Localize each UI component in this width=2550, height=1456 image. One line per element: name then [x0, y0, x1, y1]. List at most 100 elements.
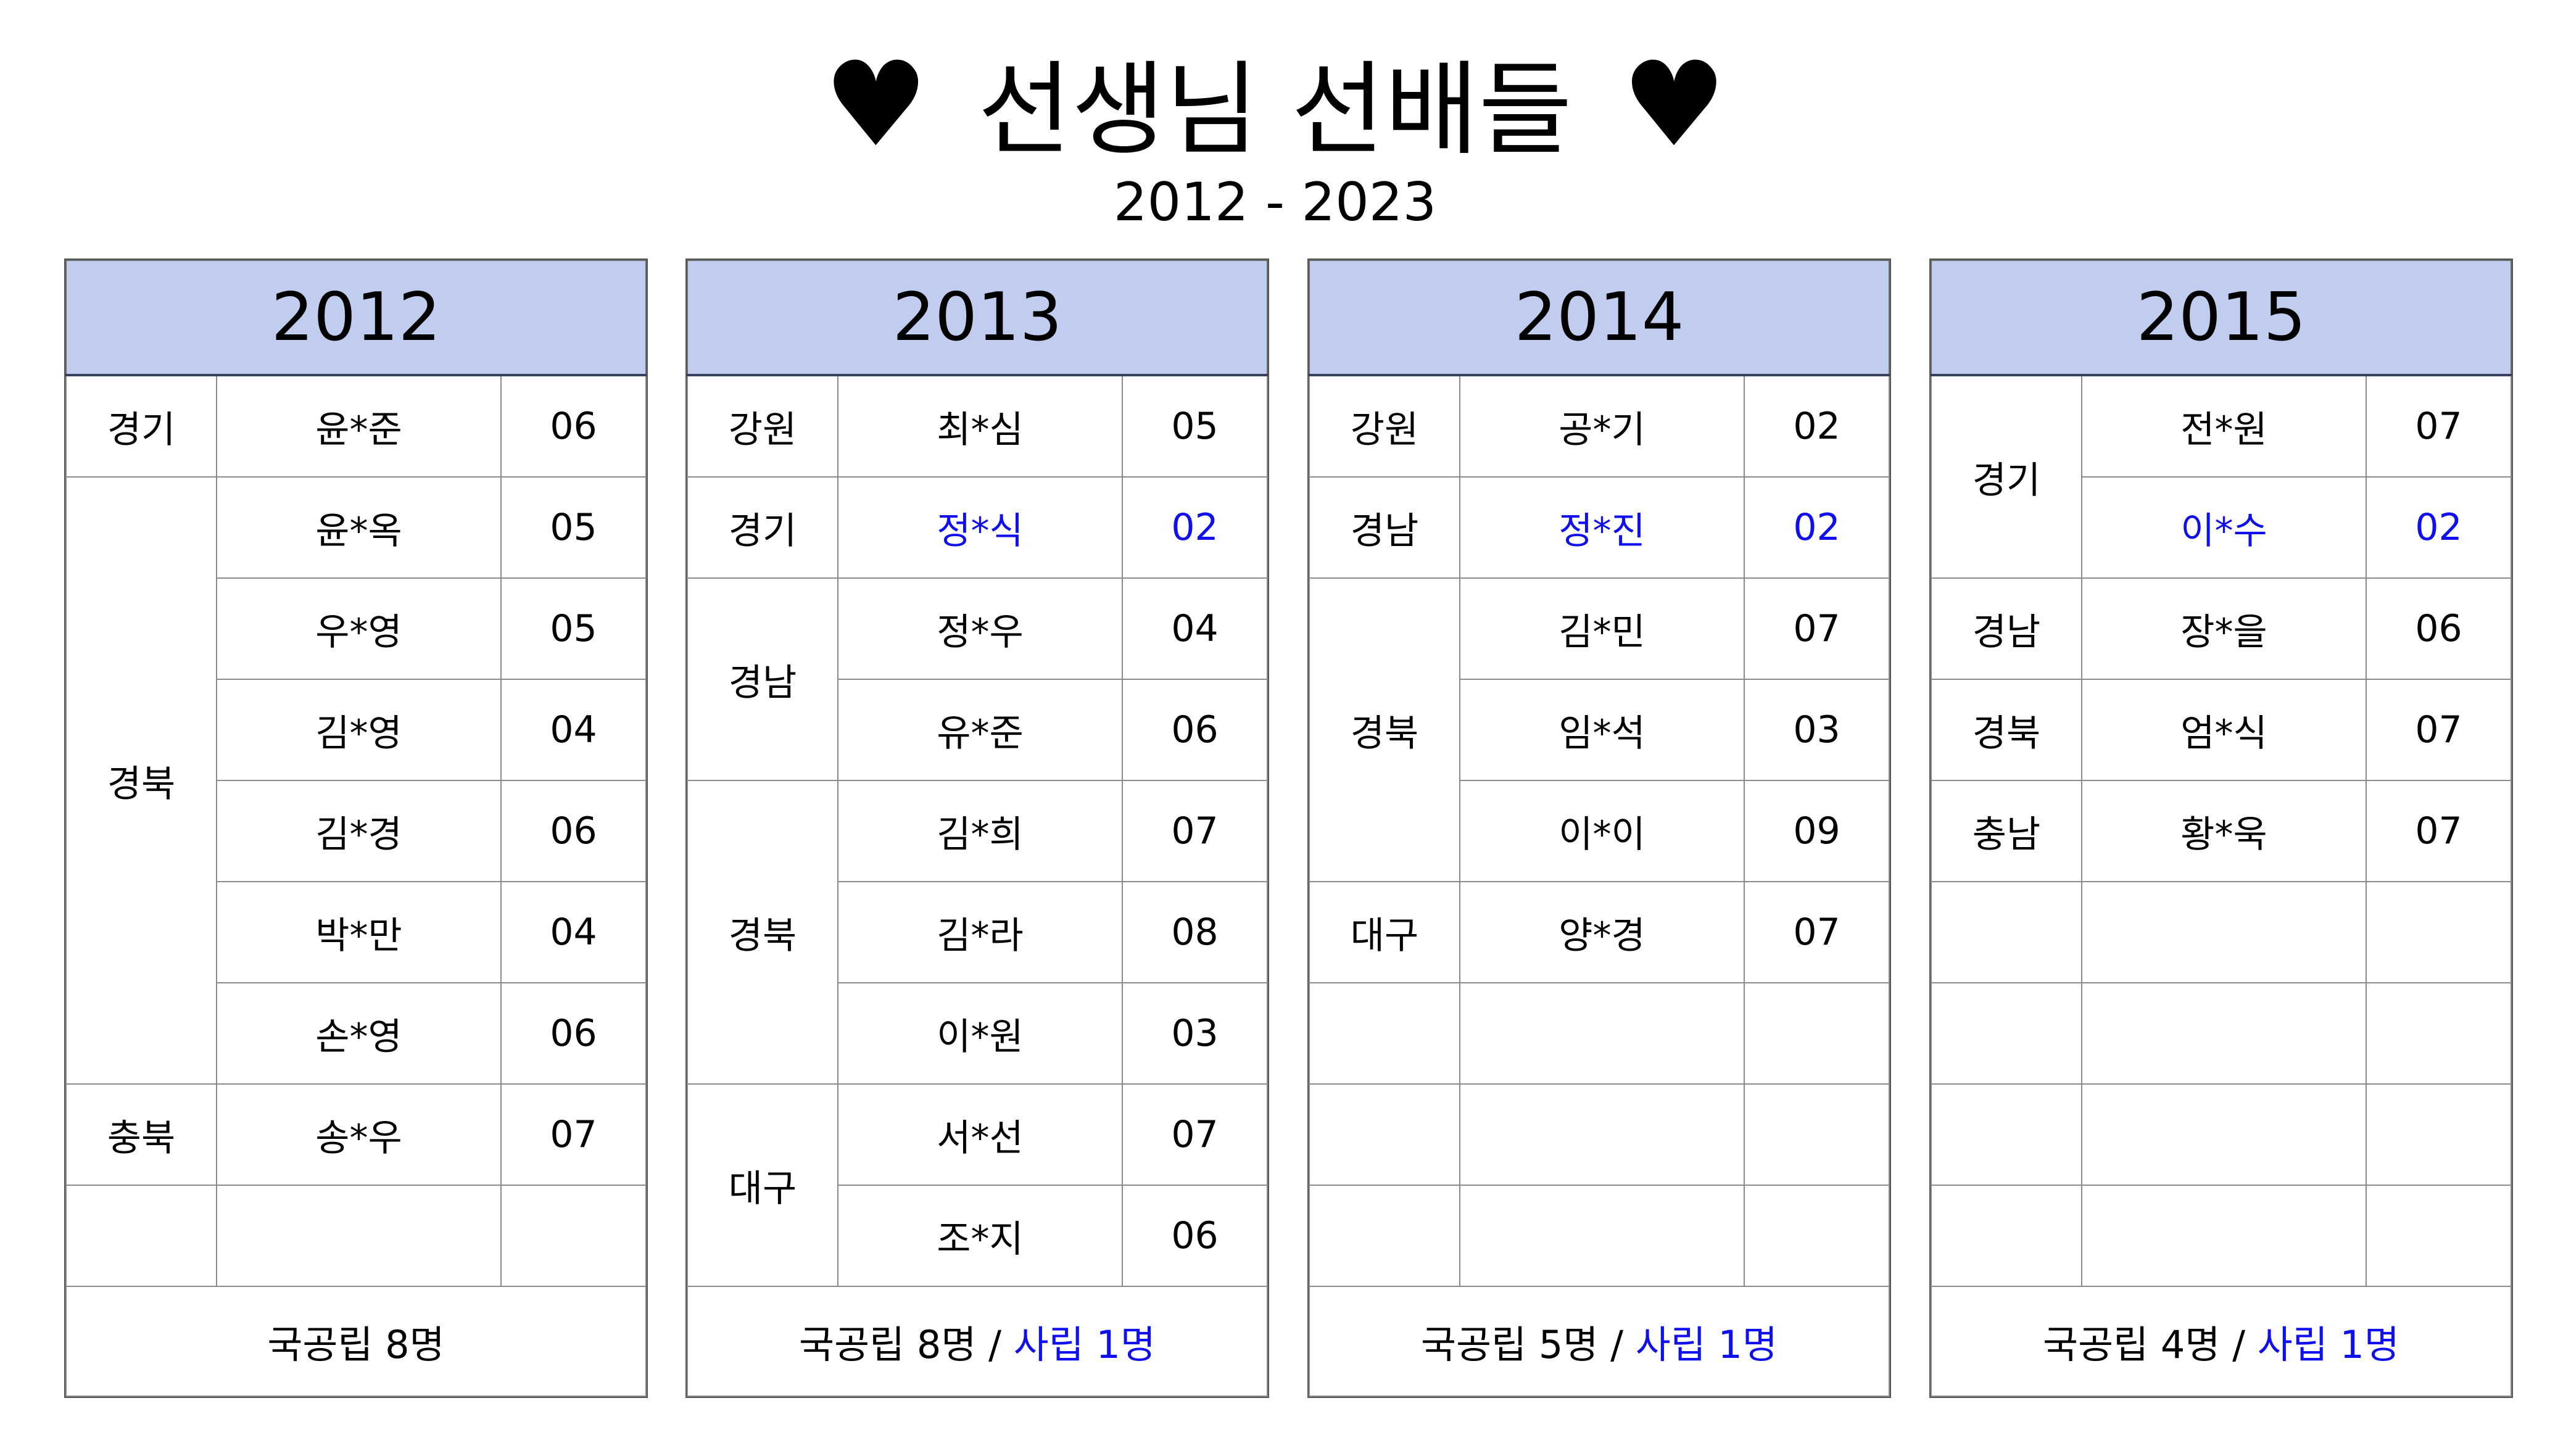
grade-cell: 03: [1121, 982, 1269, 1085]
region-cell: [1931, 982, 2082, 1085]
region-cell: 대구: [687, 1083, 838, 1287]
name-cell: [2081, 1185, 2367, 1287]
grade-cell: 09: [1743, 780, 1890, 882]
region-cell: 경북: [687, 780, 838, 1085]
grade-cell: 07: [1743, 881, 1890, 983]
region-cell: 경북: [1309, 577, 1460, 882]
grade-cell: 06: [1121, 1185, 1269, 1287]
table-row: [1931, 982, 2512, 1085]
region-cell: 경남: [1931, 577, 2082, 680]
table-row: [65, 1185, 647, 1287]
region-cell: [1309, 982, 1460, 1085]
table-row: [1931, 1185, 2512, 1287]
separator: /: [2220, 1322, 2258, 1367]
name-cell: 조*지: [837, 1185, 1123, 1287]
table-row: [1309, 1083, 1890, 1186]
summary-footer: 국공립 8명 / 사립 1명: [686, 1286, 1269, 1397]
grade-cell: 05: [500, 577, 647, 680]
grade-cell: 04: [1121, 577, 1269, 680]
name-cell: 김*희: [837, 780, 1123, 882]
table-row: 경북 김*희 07: [687, 780, 1269, 1085]
table-row: 경남 정*진 02: [1309, 476, 1890, 579]
region-cell: 충북: [65, 1083, 217, 1186]
grade-cell: 06: [500, 982, 647, 1085]
public-count: 국공립 5명: [1421, 1322, 1599, 1367]
region-cell: 경기: [687, 476, 838, 579]
name-cell: 양*경: [1459, 881, 1745, 983]
grade-cell: [2365, 1185, 2512, 1287]
grade-cell: 06: [500, 374, 647, 478]
grade-cell: 02: [1743, 476, 1890, 579]
summary-footer: 국공립 8명: [65, 1286, 647, 1397]
grade-cell: 07: [2365, 780, 2512, 882]
name-cell: 이*이: [1459, 780, 1745, 882]
year-table-2015: 2015 경기 전*원 07 이*수 02 경남 장*을 06 경북 엄*식 07 충남 황*욱 07 국공립…: [1929, 259, 2514, 1398]
summary-footer: 국공립 4명 / 사립 1명: [1930, 1286, 2512, 1397]
heart-icon: ♥: [823, 36, 929, 173]
name-cell: 정*식: [837, 476, 1123, 579]
title-text: 선생님 선배들: [977, 51, 1573, 169]
grade-cell: [500, 1185, 647, 1287]
name-cell: 장*을: [2081, 577, 2367, 680]
grade-cell: [1743, 982, 1890, 1085]
year-header: 2012: [65, 260, 647, 376]
table-row: 대구 서*선 07: [687, 1083, 1269, 1287]
grade-cell: 05: [1121, 374, 1269, 478]
heart-icon: ♥: [1621, 36, 1727, 173]
table-row: 유*준 06: [687, 679, 1269, 781]
table-row: [1931, 881, 2512, 983]
region-cell: 경남: [687, 577, 838, 781]
table-row: 김*경 06: [66, 780, 647, 882]
year-header: 2014: [1308, 260, 1890, 376]
grade-cell: [1743, 1083, 1890, 1186]
name-cell: 김*라: [837, 881, 1123, 983]
name-cell: 우*영: [216, 577, 502, 680]
table-row: 충북 송*우 07: [65, 1083, 647, 1186]
grade-cell: 05: [500, 476, 647, 579]
table-row: 조*지 06: [687, 1185, 1269, 1287]
table-row: 이*수 02: [1931, 476, 2512, 579]
summary-footer: 국공립 5명 / 사립 1명: [1308, 1286, 1890, 1397]
public-count: 국공립 8명: [799, 1322, 977, 1367]
name-cell: 정*우: [837, 577, 1123, 680]
year-table-2012: 2012 경기 윤*준 06 경북 윤*옥 05 우*영 05 김*영 04 김*경 06 박*만 04 손*…: [64, 259, 648, 1398]
table-row: 경남 장*을 06: [1931, 577, 2512, 680]
grade-cell: 07: [1121, 780, 1269, 882]
name-cell: 정*진: [1459, 476, 1745, 579]
name-cell: [216, 1185, 502, 1287]
separator: /: [976, 1322, 1014, 1367]
region-cell: 대구: [1309, 881, 1460, 983]
region-cell: 경기: [65, 374, 217, 478]
table-row: 경기 정*식 02: [687, 476, 1269, 579]
table-row: 이*이 09: [1309, 780, 1890, 882]
table-row: 충남 황*욱 07: [1931, 780, 2512, 882]
region-cell: 경북: [1931, 679, 2082, 781]
table-row: 박*만 04: [66, 881, 647, 983]
region-cell: [1309, 1083, 1460, 1186]
region-cell: 강원: [1309, 374, 1460, 478]
grade-cell: 04: [500, 679, 647, 781]
name-cell: 윤*준: [216, 374, 502, 478]
table-row: 경기 윤*준 06: [65, 374, 647, 478]
grade-cell: 04: [500, 881, 647, 983]
grade-cell: 07: [2365, 679, 2512, 781]
grade-cell: 07: [1743, 577, 1890, 680]
public-count: 국공립 8명: [267, 1322, 445, 1367]
grade-cell: 02: [1743, 374, 1890, 478]
grade-cell: 02: [2365, 476, 2512, 579]
name-cell: 송*우: [216, 1083, 502, 1186]
year-table-2013: 2013 강원 최*심 05 경기 정*식 02 경남 정*우 04 유*준 06 경북 김*희 07 김*라…: [685, 259, 1270, 1398]
name-cell: [2081, 881, 2367, 983]
name-cell: 전*원: [2081, 374, 2367, 478]
private-count: 사립 1명: [1635, 1322, 1778, 1367]
table-row: 경남 정*우 04: [687, 577, 1269, 781]
year-table-2014: 2014 강원 공*기 02 경남 정*진 02 경북 김*민 07 임*석 03 이*이 09 대구 양*경…: [1307, 259, 1892, 1398]
grade-cell: [2365, 982, 2512, 1085]
name-cell: 김*영: [216, 679, 502, 781]
grade-cell: 02: [1121, 476, 1269, 579]
grade-cell: [1743, 1185, 1890, 1287]
name-cell: [2081, 1083, 2367, 1186]
table-row: [1309, 982, 1890, 1085]
table-row: 손*영 06: [66, 982, 647, 1085]
name-cell: 이*수: [2081, 476, 2367, 579]
